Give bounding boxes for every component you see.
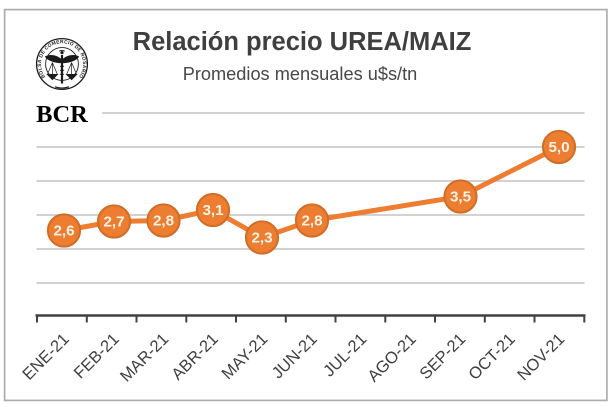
svg-text:Promedios mensuales u$s/tn: Promedios mensuales u$s/tn <box>183 64 418 84</box>
svg-text:Relación precio UREA/MAIZ: Relación precio UREA/MAIZ <box>133 28 472 56</box>
svg-text:3,5: 3,5 <box>450 189 472 206</box>
svg-text:5,0: 5,0 <box>548 139 569 156</box>
svg-text:3,1: 3,1 <box>202 202 224 219</box>
svg-text:BCR: BCR <box>36 101 88 128</box>
svg-text:2,3: 2,3 <box>251 230 272 247</box>
svg-text:2,8: 2,8 <box>153 213 174 230</box>
svg-text:2,6: 2,6 <box>53 223 74 240</box>
svg-text:2,8: 2,8 <box>301 213 322 230</box>
svg-text:2,7: 2,7 <box>103 214 124 231</box>
